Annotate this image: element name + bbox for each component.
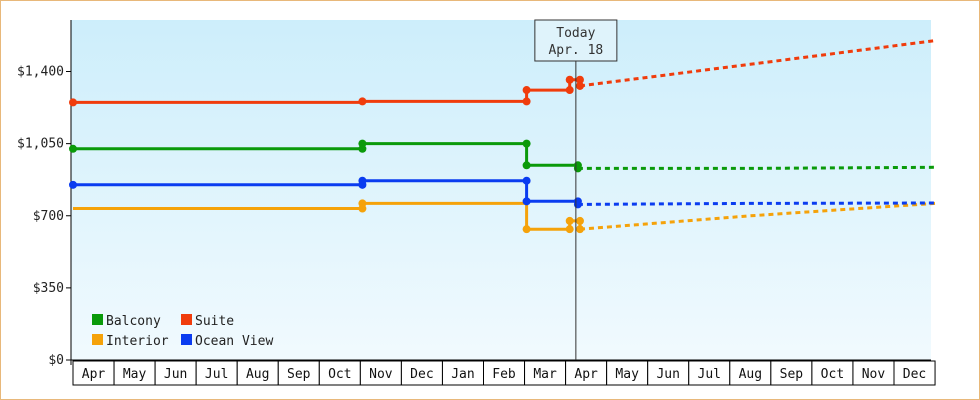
month-label: May — [615, 367, 639, 382]
series-layer — [69, 39, 936, 234]
today-label: Today — [556, 26, 595, 41]
data-point — [522, 139, 531, 148]
month-label: Sep — [287, 367, 311, 382]
data-point — [522, 225, 531, 234]
legend-item: Suite — [181, 314, 234, 329]
legend-swatch — [181, 334, 192, 345]
month-label: Aug — [739, 367, 762, 382]
data-point — [575, 75, 584, 84]
month-label: May — [123, 367, 147, 382]
month-label: Jul — [205, 367, 228, 382]
month-label: Dec — [903, 367, 926, 382]
series-balcony — [69, 139, 936, 173]
month-cell — [195, 360, 238, 386]
x-axis: Apr May Jun Jul Aug Sep Oct Nov Dec Jan Feb Mar Apr M… — [71, 359, 936, 386]
data-point — [565, 86, 574, 95]
month-label: Oct — [328, 367, 351, 382]
month-label: Nov — [369, 367, 393, 382]
forecast-line — [579, 201, 936, 231]
y-axis: $0 $350 $700 $1,050 $1,400 — [17, 20, 72, 368]
data-point — [358, 199, 367, 208]
data-point — [565, 75, 574, 84]
month-cell — [236, 360, 279, 386]
month-label: Oct — [821, 367, 844, 382]
month-cell — [852, 360, 895, 386]
month-label: Jun — [164, 367, 187, 382]
data-point — [522, 197, 531, 206]
data-point — [358, 97, 367, 106]
data-point — [575, 225, 584, 234]
legend: Balcony Suite Interior Ocean View — [92, 314, 273, 349]
data-point — [522, 97, 531, 106]
month-label: Nov — [862, 367, 886, 382]
legend-label: Ocean View — [195, 334, 273, 349]
series-interior — [73, 199, 936, 234]
month-label: Jul — [698, 367, 721, 382]
legend-swatch — [92, 314, 103, 325]
month-label: Dec — [410, 367, 433, 382]
legend-label: Suite — [195, 314, 234, 329]
month-cell — [893, 360, 936, 386]
y-tick-label: $0 — [48, 353, 64, 368]
y-tick-label: $1,400 — [17, 65, 64, 80]
month-cell — [565, 360, 608, 386]
data-point — [565, 216, 574, 225]
legend-item: Ocean View — [181, 334, 273, 349]
forecast-line — [577, 165, 936, 170]
month-cell — [647, 360, 690, 386]
month-label: Sep — [780, 367, 804, 382]
month-cell — [811, 360, 854, 386]
y-tick-label: $350 — [33, 281, 64, 296]
month-cell — [688, 360, 731, 386]
month-cell — [72, 360, 115, 386]
data-point — [69, 144, 77, 153]
legend-label: Balcony — [106, 314, 161, 329]
month-label: Mar — [533, 367, 557, 382]
forecast-line — [579, 39, 936, 88]
today-box — [534, 19, 618, 62]
legend-item: Interior — [92, 334, 169, 349]
data-point — [573, 200, 582, 209]
month-label: Feb — [492, 367, 516, 382]
data-point — [522, 176, 531, 185]
series-suite — [69, 39, 936, 107]
legend-label: Interior — [106, 334, 169, 349]
month-label: Jun — [656, 367, 679, 382]
data-point — [358, 176, 367, 185]
month-label: Aug — [246, 367, 269, 382]
month-cell — [154, 360, 197, 386]
data-point — [575, 81, 584, 90]
today-date: Apr. 18 — [548, 43, 603, 58]
data-point — [358, 139, 367, 148]
y-tick-label: $700 — [33, 209, 64, 224]
month-cell — [113, 360, 156, 386]
month-cell — [770, 360, 813, 386]
month-cell — [359, 360, 402, 386]
today-marker: Today Apr. 18 — [534, 19, 618, 360]
data-point — [69, 98, 77, 107]
data-point — [573, 164, 582, 173]
legend-item: Balcony — [92, 314, 161, 329]
plot-background — [71, 20, 931, 360]
data-point — [575, 216, 584, 225]
legend-swatch — [181, 314, 192, 325]
month-label: Jan — [451, 367, 474, 382]
month-label: Apr — [82, 367, 106, 382]
month-cell — [441, 360, 485, 386]
data-point — [69, 180, 77, 189]
month-label: Apr — [574, 367, 598, 382]
data-point — [522, 161, 531, 170]
forecast-line — [577, 201, 936, 206]
series-ocean-view — [69, 176, 936, 209]
data-point — [565, 225, 574, 234]
y-tick-label: $1,050 — [17, 137, 64, 152]
month-cell — [524, 360, 567, 386]
legend-swatch — [92, 334, 103, 345]
data-point — [522, 86, 531, 95]
